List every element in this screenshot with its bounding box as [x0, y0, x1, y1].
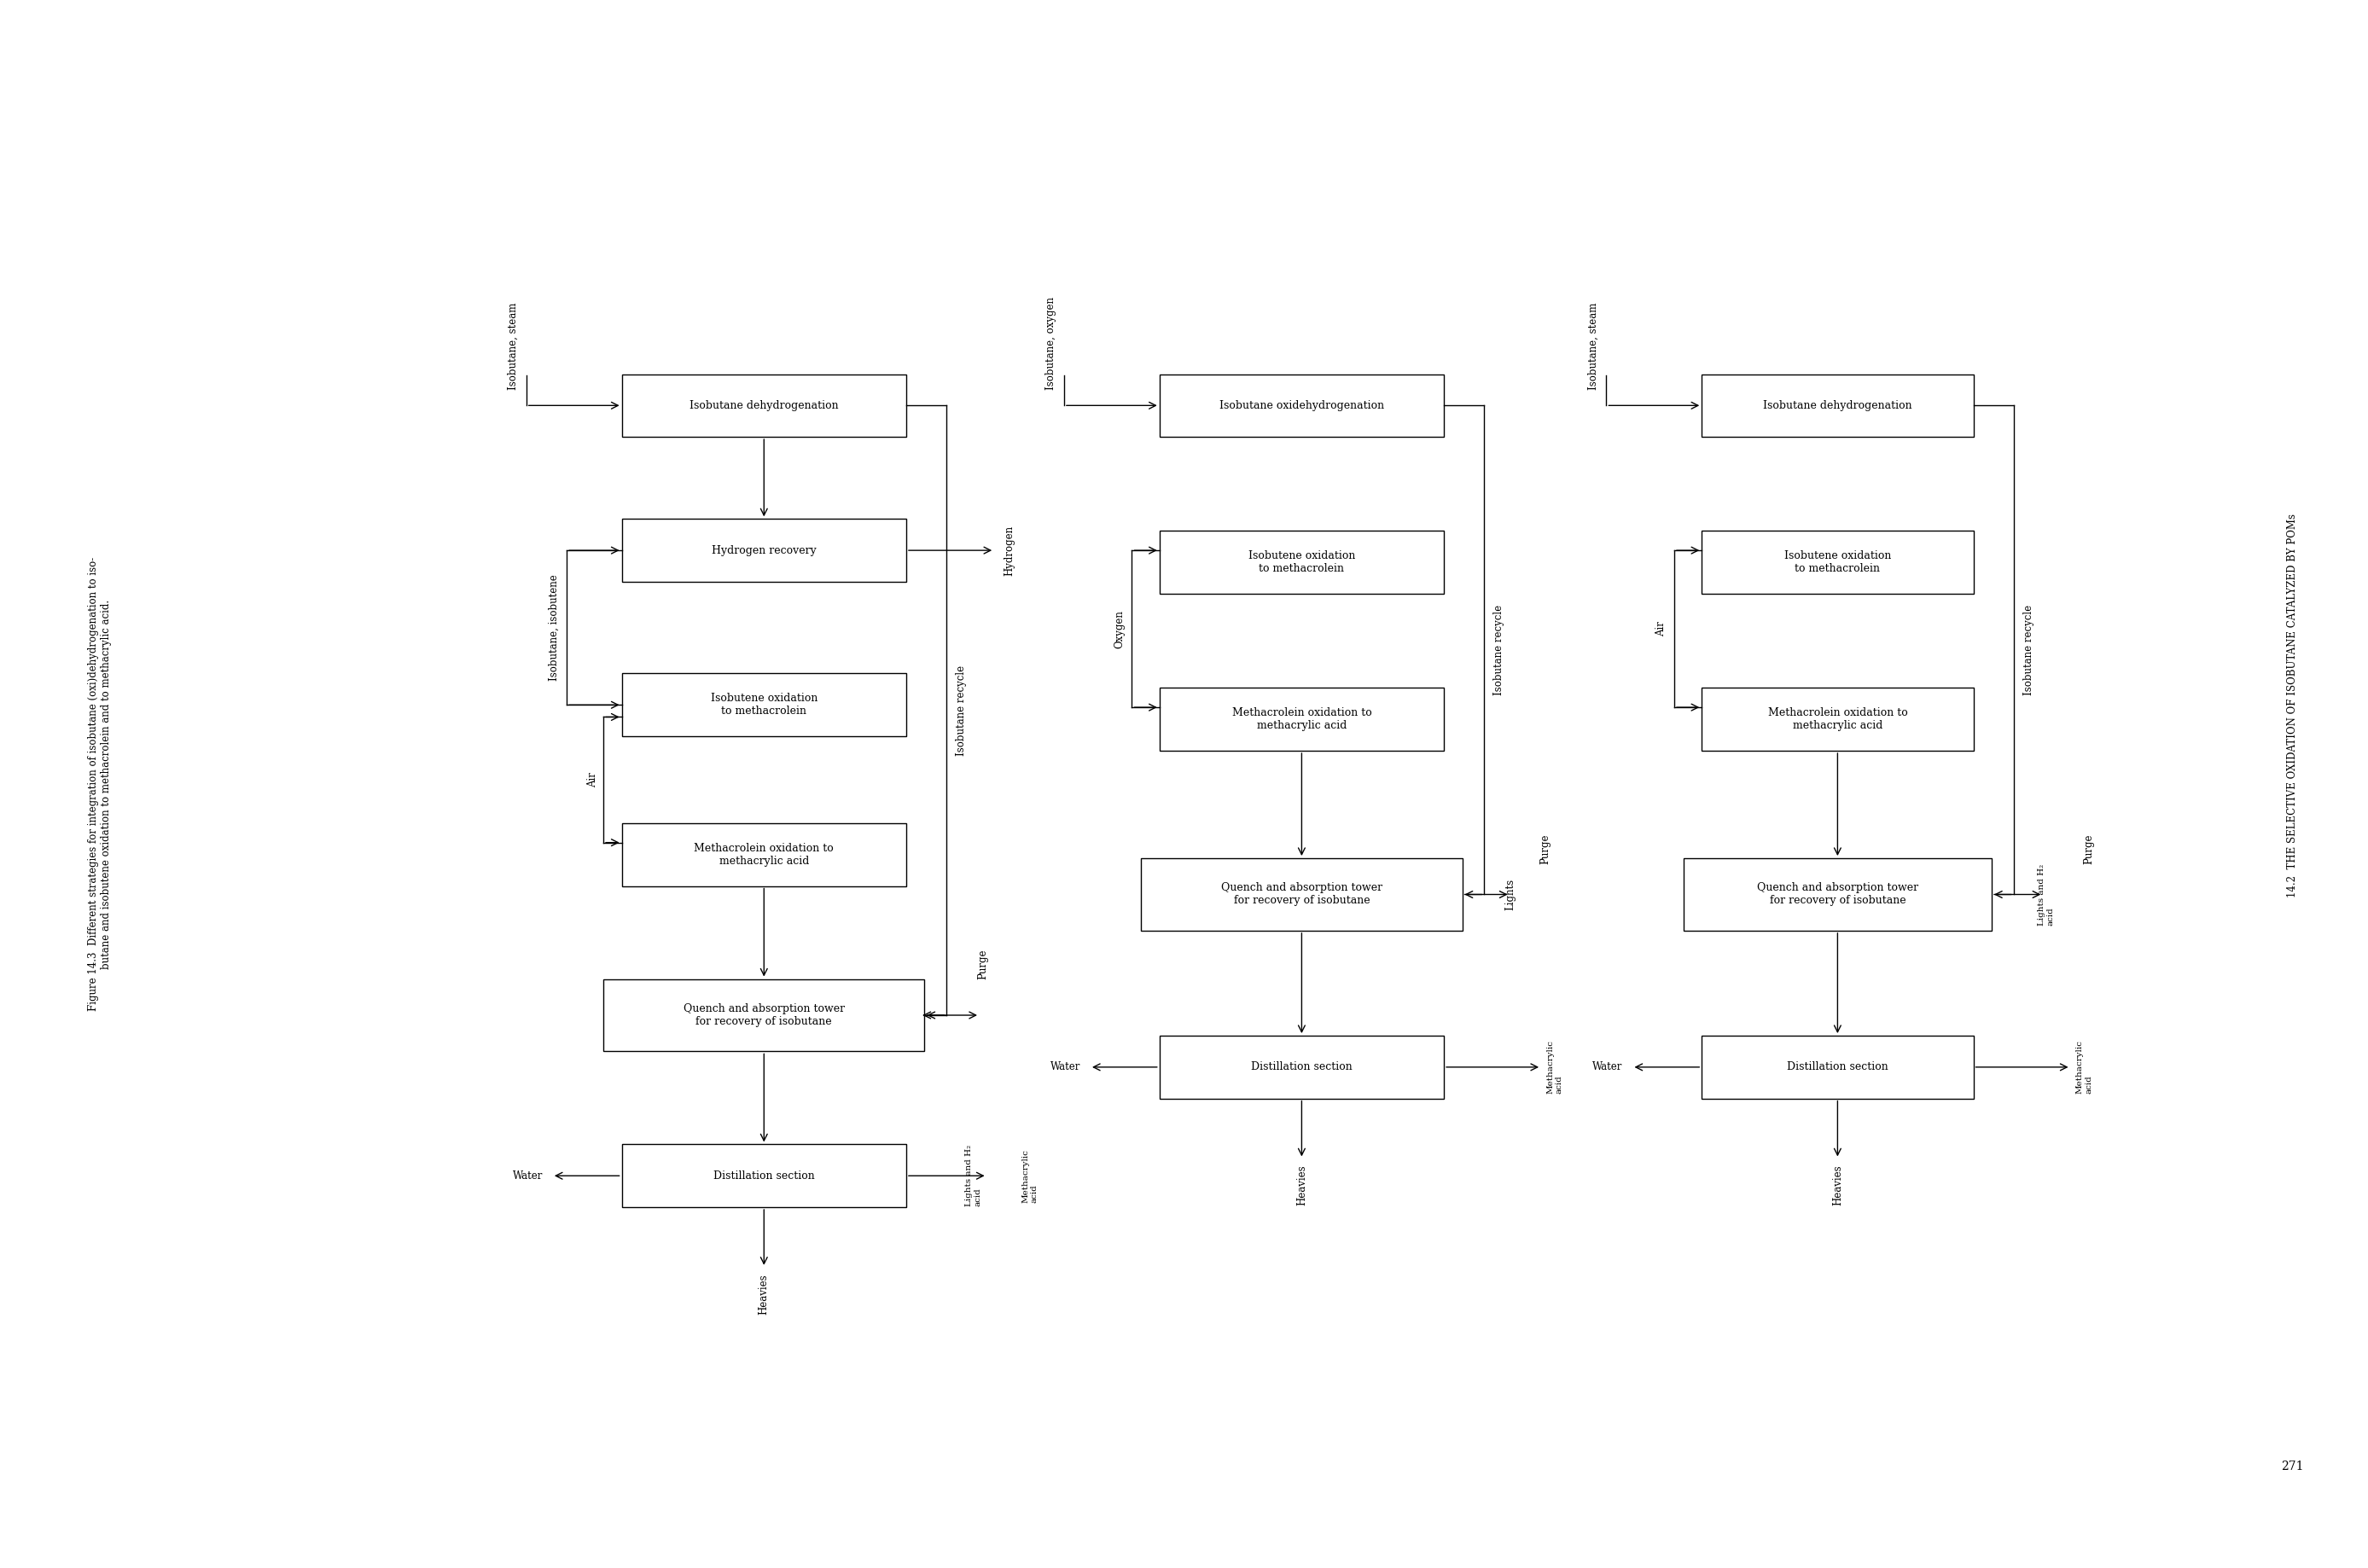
- Text: Isobutane, steam: Isobutane, steam: [507, 303, 519, 390]
- Text: 271: 271: [2280, 1460, 2304, 1472]
- Bar: [623, 1145, 907, 1207]
- Text: Distillation section: Distillation section: [713, 1170, 815, 1181]
- Text: Isobutane, isobutene: Isobutane, isobutene: [549, 574, 559, 681]
- Text: Water: Water: [1051, 1062, 1080, 1073]
- Text: Isobutane recycle: Isobutane recycle: [957, 665, 966, 756]
- Text: Purge: Purge: [1539, 834, 1551, 864]
- Text: Methacrylic
acid: Methacrylic acid: [2077, 1040, 2093, 1094]
- Text: Air: Air: [587, 771, 599, 787]
- Text: Heavies: Heavies: [1295, 1165, 1307, 1206]
- Bar: [1160, 688, 1444, 751]
- Bar: [1160, 1036, 1444, 1099]
- Text: Figure 14.3  Different strategies for integration of isobutane (oxi)dehydrogenat: Figure 14.3 Different strategies for int…: [88, 557, 111, 1011]
- Text: Oxygen: Oxygen: [1113, 610, 1125, 648]
- Bar: [623, 375, 907, 437]
- Text: Lights and H₂
acid: Lights and H₂ acid: [2036, 864, 2053, 925]
- Text: Air: Air: [1655, 621, 1667, 637]
- Text: Water: Water: [1594, 1062, 1622, 1073]
- Text: Methacrolein oxidation to
methacrylic acid: Methacrolein oxidation to methacrylic ac…: [1767, 707, 1909, 731]
- Bar: [1141, 858, 1463, 931]
- Bar: [604, 978, 924, 1052]
- Text: Isobutane oxidehydrogenation: Isobutane oxidehydrogenation: [1220, 400, 1383, 411]
- Bar: [1160, 532, 1444, 594]
- Text: Hydrogen: Hydrogen: [1004, 525, 1014, 575]
- Text: Heavies: Heavies: [758, 1273, 770, 1314]
- Text: Purge: Purge: [2084, 834, 2096, 864]
- Text: Distillation section: Distillation section: [1250, 1062, 1352, 1073]
- Bar: [623, 823, 907, 886]
- Bar: [1684, 858, 1991, 931]
- Text: Isobutane, oxygen: Isobutane, oxygen: [1047, 296, 1056, 390]
- Bar: [1160, 375, 1444, 437]
- Text: 14.2  THE SELECTIVE OXIDATION OF ISOBUTANE CATALYZED BY POMs: 14.2 THE SELECTIVE OXIDATION OF ISOBUTAN…: [2287, 514, 2297, 897]
- Text: Distillation section: Distillation section: [1788, 1062, 1887, 1073]
- Bar: [623, 519, 907, 582]
- Bar: [623, 674, 907, 737]
- Text: Isobutene oxidation
to methacrolein: Isobutene oxidation to methacrolein: [710, 693, 817, 717]
- Text: Water: Water: [511, 1170, 542, 1181]
- Text: Methacrylic
acid: Methacrylic acid: [1023, 1149, 1040, 1203]
- Text: Heavies: Heavies: [1833, 1165, 1842, 1206]
- Text: Isobutene oxidation
to methacrolein: Isobutene oxidation to methacrolein: [1783, 550, 1892, 574]
- Text: Lights: Lights: [1504, 878, 1516, 911]
- Text: Isobutene oxidation
to methacrolein: Isobutene oxidation to methacrolein: [1248, 550, 1354, 574]
- Text: Methacrolein oxidation to
methacrylic acid: Methacrolein oxidation to methacrylic ac…: [694, 842, 834, 867]
- Text: Lights and H₂
acid: Lights and H₂ acid: [964, 1145, 980, 1207]
- Text: Isobutane, steam: Isobutane, steam: [1589, 303, 1598, 390]
- Text: Isobutane recycle: Isobutane recycle: [1494, 605, 1504, 695]
- Text: Methacrylic
acid: Methacrylic acid: [1546, 1040, 1563, 1094]
- Bar: [1703, 375, 1973, 437]
- Text: Isobutane recycle: Isobutane recycle: [2022, 605, 2034, 695]
- Bar: [1703, 532, 1973, 594]
- Text: Purge: Purge: [978, 949, 990, 978]
- Bar: [1703, 1036, 1973, 1099]
- Text: Hydrogen recovery: Hydrogen recovery: [713, 544, 817, 557]
- Text: Quench and absorption tower
for recovery of isobutane: Quench and absorption tower for recovery…: [1757, 883, 1918, 906]
- Text: Quench and absorption tower
for recovery of isobutane: Quench and absorption tower for recovery…: [684, 1004, 845, 1027]
- Text: Quench and absorption tower
for recovery of isobutane: Quench and absorption tower for recovery…: [1222, 883, 1383, 906]
- Text: Isobutane dehydrogenation: Isobutane dehydrogenation: [689, 400, 838, 411]
- Text: Methacrolein oxidation to
methacrylic acid: Methacrolein oxidation to methacrylic ac…: [1231, 707, 1371, 731]
- Text: Isobutane dehydrogenation: Isobutane dehydrogenation: [1764, 400, 1911, 411]
- Bar: [1703, 688, 1973, 751]
